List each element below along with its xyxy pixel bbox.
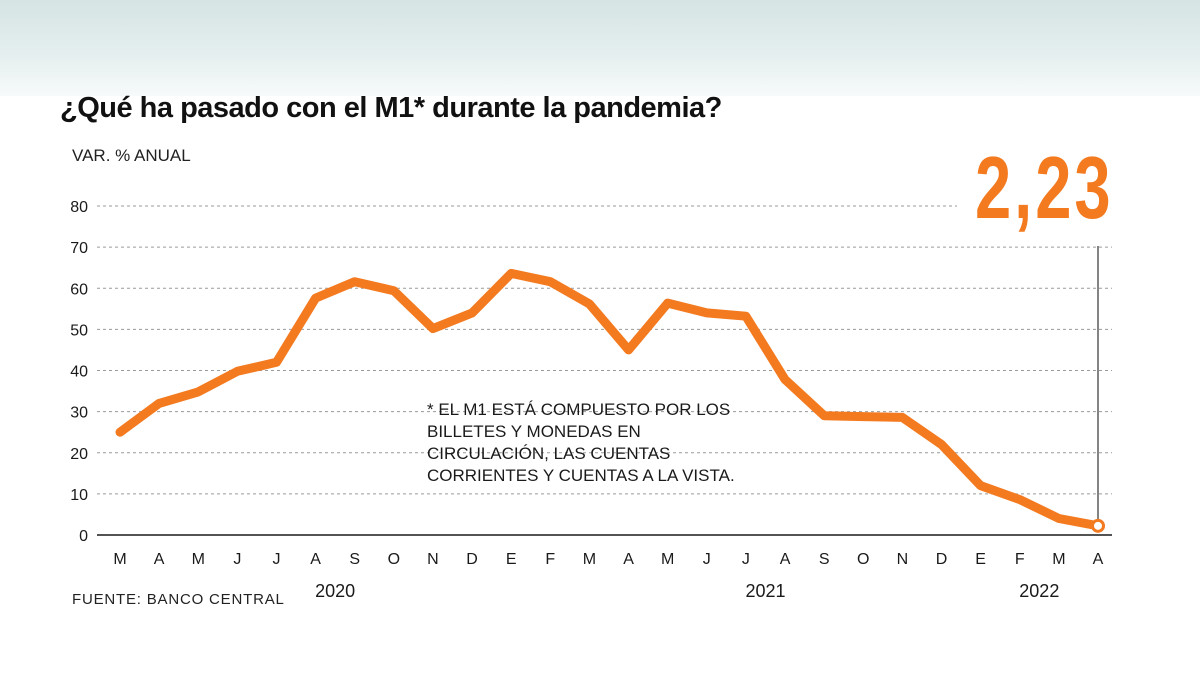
- x-tick-label: S: [349, 551, 360, 568]
- x-tick-label: A: [1093, 551, 1104, 568]
- x-tick-label: A: [623, 551, 634, 568]
- x-tick-label: F: [545, 551, 555, 568]
- chart-title: ¿Qué ha pasado con el M1* durante la pan…: [60, 92, 722, 124]
- x-tick-label: J: [272, 551, 280, 568]
- y-tick-label: 70: [70, 240, 88, 257]
- x-tick-label: J: [233, 551, 241, 568]
- y-tick-label: 80: [70, 199, 88, 216]
- y-tick-label: 0: [79, 528, 88, 545]
- axis-layer: [97, 246, 1112, 536]
- year-label: 2021: [745, 581, 785, 601]
- x-tick-label: M: [661, 551, 674, 568]
- x-tick-label: A: [780, 551, 791, 568]
- x-tick-label: M: [1052, 551, 1065, 568]
- footnote-m1: * EL M1 ESTÁ COMPUESTO POR LOS BILLETES …: [427, 400, 735, 485]
- x-tick-label: M: [583, 551, 596, 568]
- y-tick-label: 40: [70, 364, 88, 381]
- y-axis-label: VAR. % ANUAL: [72, 146, 191, 165]
- x-tick-label: N: [897, 551, 909, 568]
- highlight-point: [1091, 518, 1105, 533]
- x-tick-label: O: [388, 551, 400, 568]
- x-tick-label: N: [427, 551, 439, 568]
- year-label: 2022: [1019, 581, 1059, 601]
- x-tick-label: S: [819, 551, 830, 568]
- source-note: FUENTE: BANCO CENTRAL: [72, 591, 285, 608]
- x-tick-label: A: [310, 551, 321, 568]
- grid-layer: [97, 205, 1112, 495]
- x-tick-label: E: [506, 551, 517, 568]
- year-label: 2020: [315, 581, 355, 601]
- x-tick-label: A: [154, 551, 165, 568]
- x-tick-label: F: [1015, 551, 1025, 568]
- x-tick-label: J: [742, 551, 750, 568]
- header-band: [0, 0, 1200, 96]
- series-layer: [115, 268, 1105, 533]
- x-tick-label: D: [466, 551, 478, 568]
- x-tick-label: O: [857, 551, 869, 568]
- tick-label-layer: 0 10 20 30 40 50 60 70 80 M A M J J A S O N D E F M A M J J A S O N D E…: [70, 199, 1103, 601]
- x-tick-label: J: [703, 551, 711, 568]
- x-tick-label: M: [113, 551, 126, 568]
- y-tick-label: 50: [70, 322, 88, 339]
- y-tick-label: 10: [70, 487, 88, 504]
- x-tick-label: M: [192, 551, 205, 568]
- x-tick-label: D: [936, 551, 948, 568]
- highlight-value: 2,23: [975, 138, 1114, 237]
- x-tick-label: E: [975, 551, 986, 568]
- y-tick-label: 20: [70, 446, 88, 463]
- series-line-m1: [115, 268, 1103, 531]
- y-tick-label: 60: [70, 281, 88, 298]
- y-tick-label: 30: [70, 405, 88, 422]
